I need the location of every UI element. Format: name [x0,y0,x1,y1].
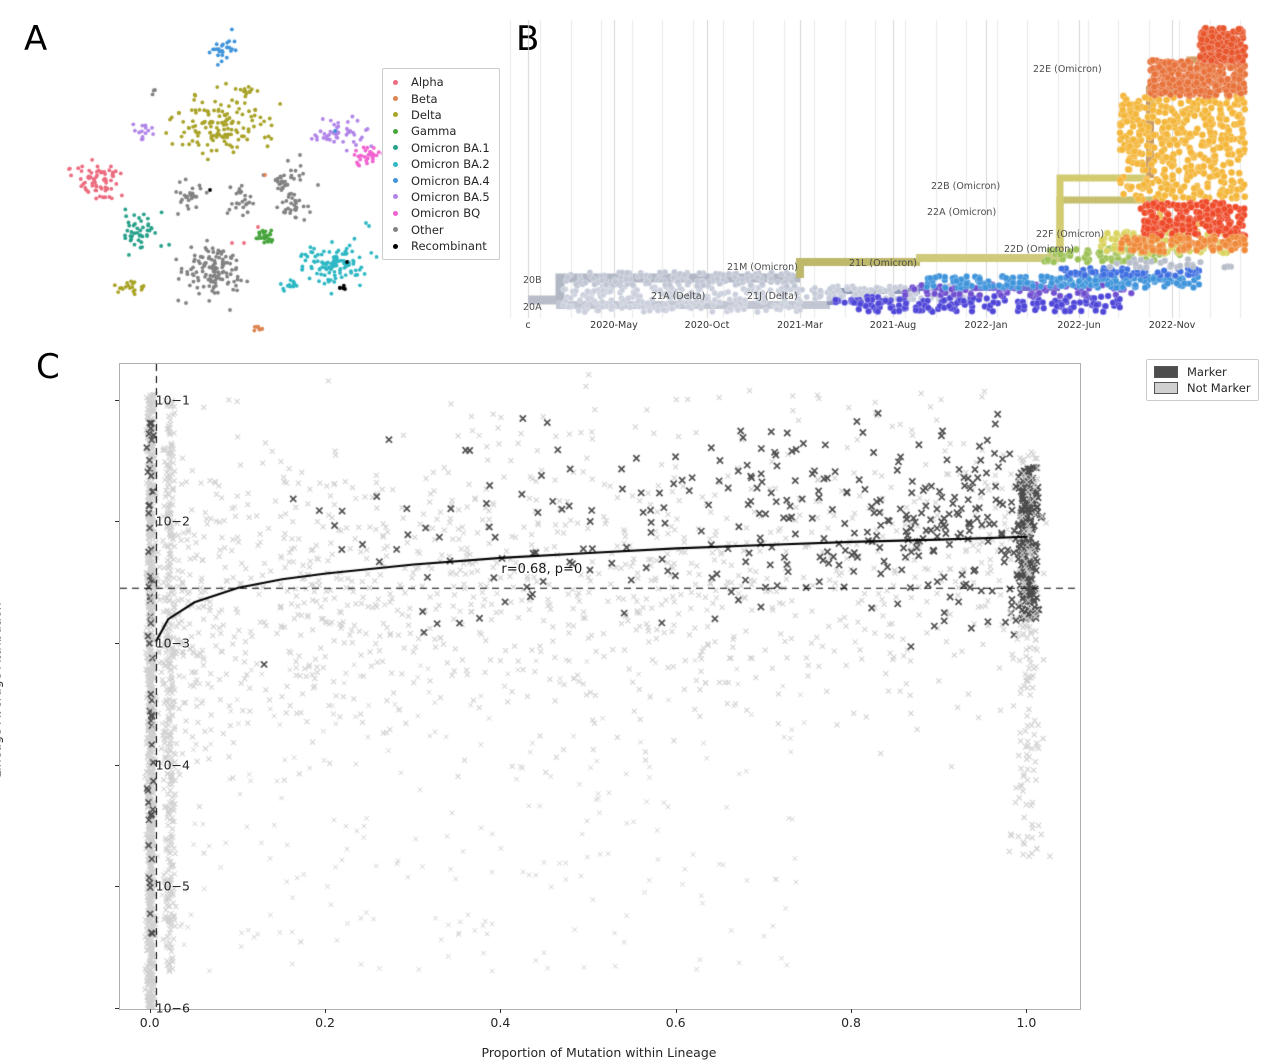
yaxis-tick-label: 10−1 [155,392,190,408]
xaxis-tick-label: 0.4 [490,1015,511,1030]
panel-c-letter: C [36,347,60,387]
xaxis-tick-mark [1026,1009,1028,1013]
yaxis-tick-mark [115,642,119,644]
clade-label-21J: 21J (Delta) [747,291,798,302]
clade-label-20A: 20A [523,302,542,313]
xaxis-tick-label: 2021-Aug [869,320,917,331]
xaxis-tick-label: 2022-Jun [1057,320,1101,331]
legend-item-recombinant: Recombinant [389,238,490,254]
xaxis-tick-label: 0.2 [315,1015,335,1030]
legend-item-label: Gamma [411,124,457,139]
xaxis-tick-mark [149,1009,151,1013]
legend-item-label: Alpha [411,75,444,90]
legend-item-gamma: Gamma [389,123,490,139]
clade-label-22A: 22A (Omicron) [927,207,997,218]
legend-dot-icon [393,194,398,200]
legend-dot-icon [393,243,398,249]
clade-label-22D: 22D (Omicron) [1004,244,1074,255]
yaxis-tick-mark [115,521,119,523]
legend-item-label: Omicron BA.4 [411,173,490,188]
clade-label-20B: 20B [523,275,542,286]
panel-b-tree [500,0,1274,345]
panel-a-legend: Alpha Beta Delta Gamma Omicron BA.1 Omicron B… [382,68,500,261]
legend-item-delta: Delta [389,107,490,123]
legend-item-label: Omicron BQ [411,206,481,221]
panel-c-scatter [120,364,1080,1009]
legend-item-omicron-ba-1: Omicron BA.1 [389,140,490,156]
legend-swatch-icon [1154,366,1178,378]
clade-label-21A: 21A (Delta) [651,291,706,302]
legend-item-other: Other [389,222,490,238]
xaxis-tick-mark [675,1009,677,1013]
xaxis-tick-label: c [525,320,531,331]
legend-item-label: Omicron BA.5 [411,189,490,204]
legend-item-omicron-ba-2: Omicron BA.2 [389,156,490,172]
clade-label-21L: 21L (Omicron) [849,258,917,269]
legend-dot-icon [393,79,398,85]
clade-label-22B: 22B (Omicron) [931,181,1001,192]
panel-c-legend: Marker Not Marker [1146,359,1259,401]
legend-dot-icon [393,112,398,118]
legend-item-alpha: Alpha [389,74,490,90]
clade-label-22E: 22E (Omicron) [1033,64,1102,75]
xaxis-tick-label: 2020-May [590,320,638,331]
yaxis-tick-label: 10−2 [155,513,190,529]
xaxis-tick-label: 0.8 [841,1015,861,1030]
legend-dot-icon [393,161,398,167]
legend-swatch-icon [1154,382,1178,394]
clade-label-22F: 22F (Omicron) [1036,229,1105,240]
xaxis-tick-mark [325,1009,327,1013]
yaxis-tick-label: 10−3 [155,635,190,651]
xaxis-tick-label: 2022-Nov [1148,320,1196,331]
legend-item-label: Delta [411,107,442,122]
xaxis-tick-label: 2021-Mar [777,320,823,331]
legend-dot-icon [393,128,398,134]
legend-item-marker: Marker [1154,364,1251,380]
yaxis-tick-mark [115,1008,119,1009]
legend-item-label: Not Marker [1187,381,1251,395]
panel-c-ylabel: Lineage-Average Attribution [0,602,4,778]
yaxis-tick-mark [115,764,119,766]
legend-item-omicron-ba-5: Omicron BA.5 [389,189,490,205]
legend-item-omicron-ba-4: Omicron BA.4 [389,172,490,188]
yaxis-tick-label: 10−5 [155,878,190,894]
panel-b: B 22E (Omicron)22B (Omicron)22A (Omicron… [500,0,1274,345]
legend-item-omicron-bq: Omicron BQ [389,205,490,221]
xaxis-tick-label: 0.0 [139,1015,160,1030]
panel-c-xlabel: Proportion of Mutation within Lineage [481,1045,717,1060]
legend-dot-icon [393,210,398,216]
yaxis-tick-label: 10−6 [155,1000,190,1016]
xaxis-tick-label: 2020-Oct [684,320,730,331]
legend-dot-icon [393,96,398,102]
legend-item-not-marker: Not Marker [1154,380,1251,396]
clade-label-21M: 21M (Omicron) [727,262,798,273]
panel-c-plot-area: r=0.68, p=0 [119,363,1081,1010]
legend-item-label: Omicron BA.1 [411,140,490,155]
xaxis-tick-label: 0.6 [665,1015,686,1030]
legend-item-beta: Beta [389,90,490,106]
xaxis-tick-label: 2022-Jan [964,320,1008,331]
legend-item-label: Beta [411,91,438,106]
legend-item-label: Omicron BA.2 [411,157,490,172]
yaxis-tick-mark [115,886,119,888]
correlation-annotation: r=0.68, p=0 [501,561,583,577]
legend-item-label: Other [411,222,444,237]
legend-item-label: Recombinant [411,239,487,254]
xaxis-tick-label: 1.0 [1016,1015,1037,1030]
yaxis-tick-label: 10−4 [155,757,190,773]
legend-dot-icon [393,145,398,151]
legend-item-label: Marker [1187,365,1227,379]
legend-dot-icon [393,178,398,184]
yaxis-tick-mark [115,399,119,401]
panel-c: C Lineage-Average Attribution r=0.68, p=… [0,345,1274,1060]
xaxis-tick-mark [851,1009,853,1013]
legend-dot-icon [393,227,398,233]
xaxis-tick-mark [500,1009,502,1013]
